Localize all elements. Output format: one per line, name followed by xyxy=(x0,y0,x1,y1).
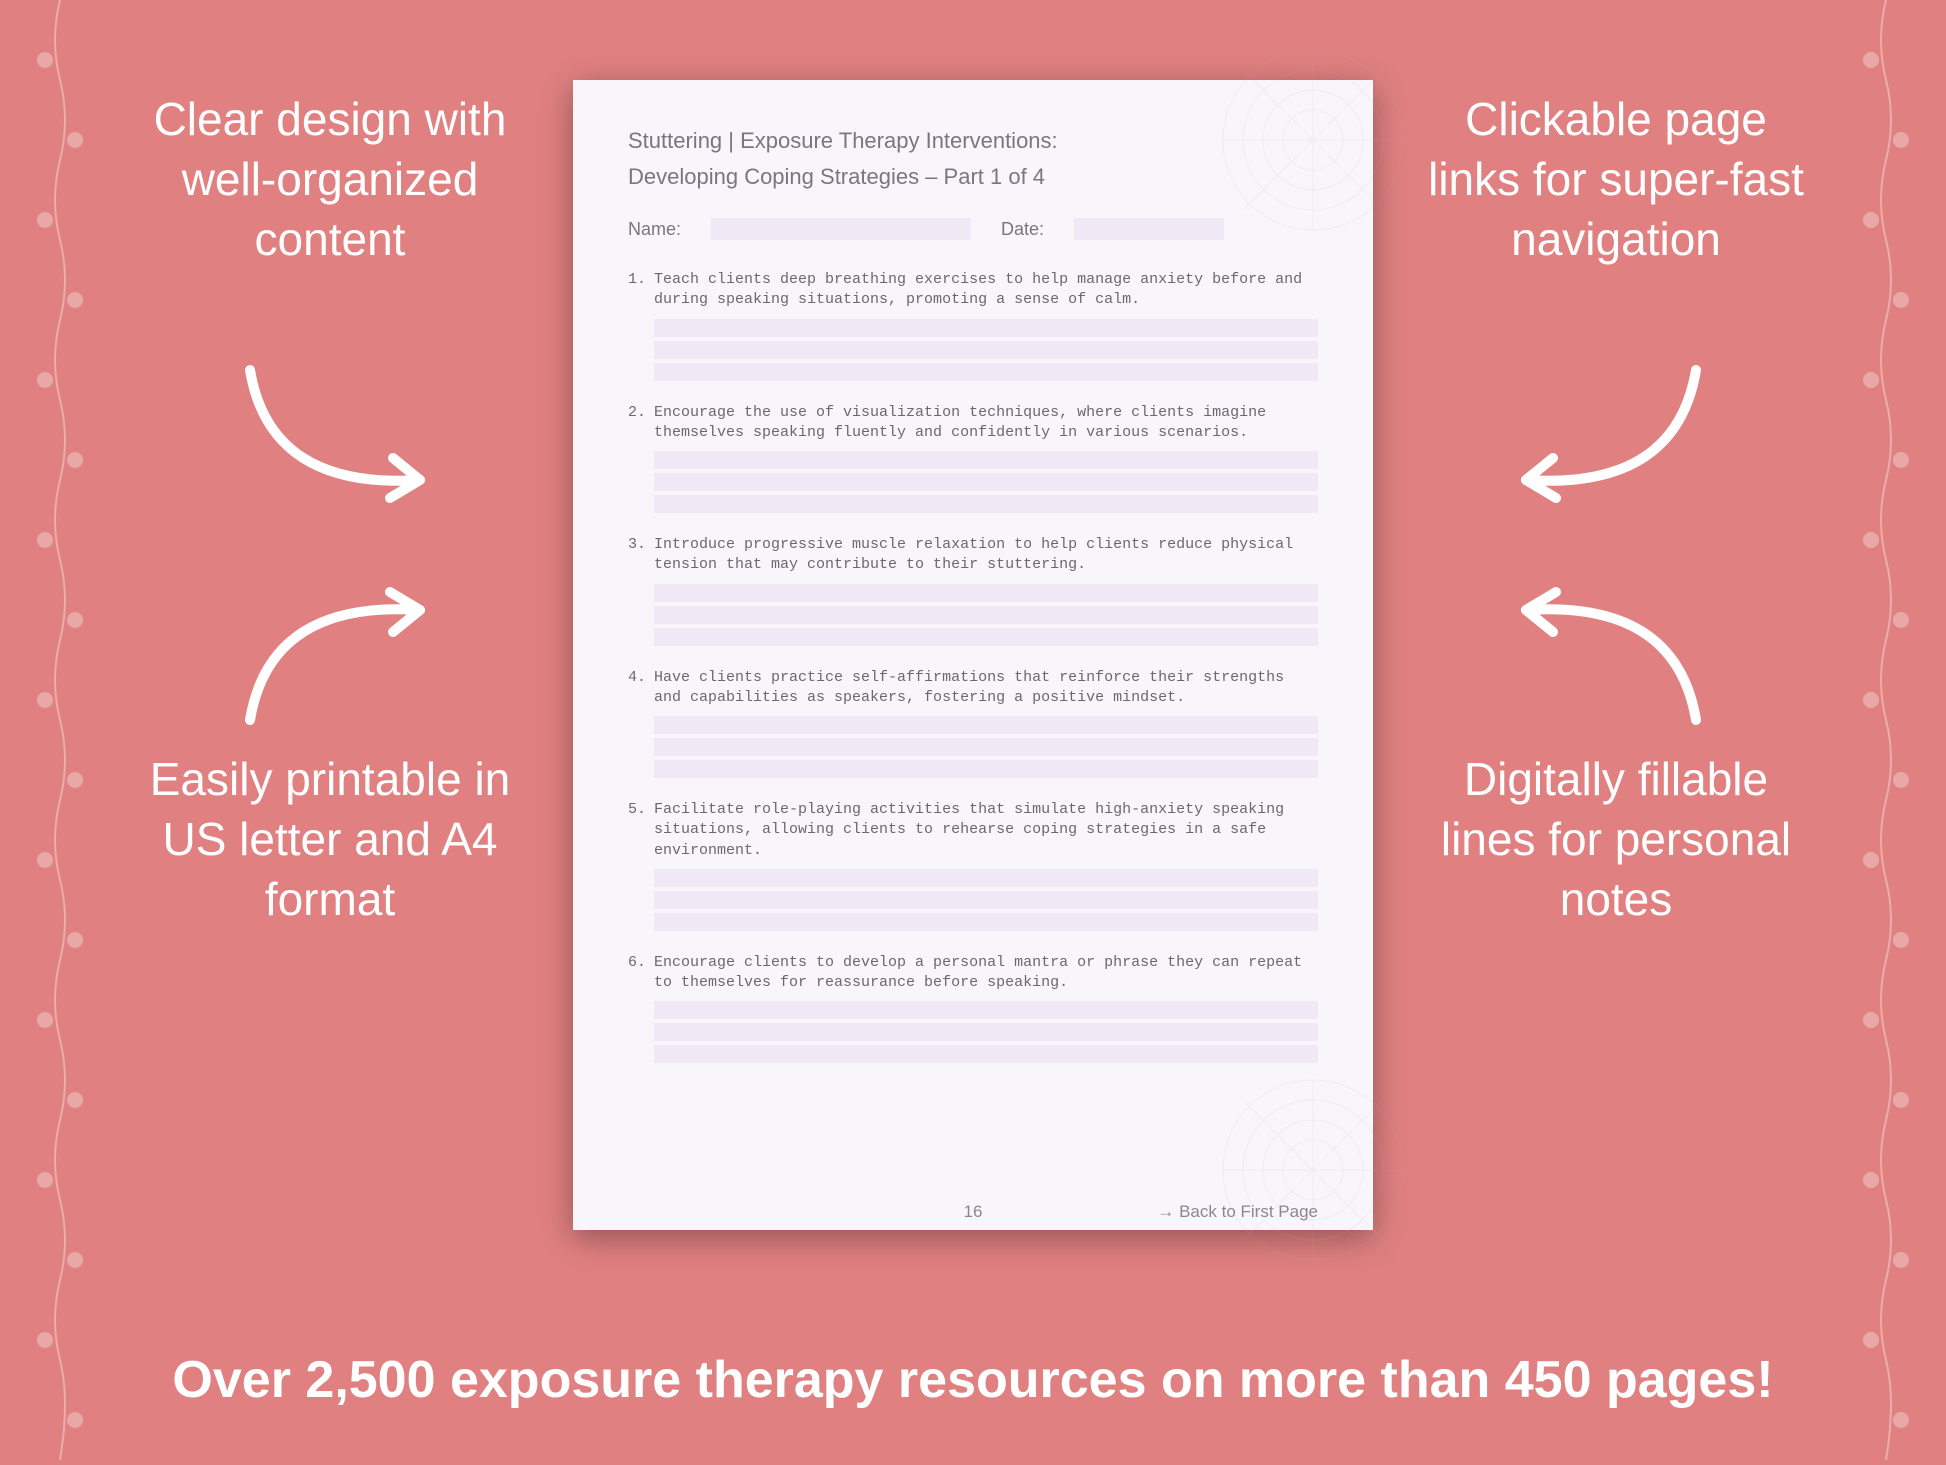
fillable-line[interactable] xyxy=(654,451,1318,469)
item-text: Facilitate role-playing activities that … xyxy=(654,800,1318,861)
fillable-line[interactable] xyxy=(654,584,1318,602)
worksheet-item: 2.Encourage the use of visualization tec… xyxy=(628,403,1318,514)
date-label: Date: xyxy=(1001,219,1044,240)
worksheet-item: 4.Have clients practice self-affirmation… xyxy=(628,668,1318,779)
worksheet-item: 6.Encourage clients to develop a persona… xyxy=(628,953,1318,1064)
fillable-line[interactable] xyxy=(654,716,1318,734)
item-number: 6. xyxy=(628,953,646,994)
fillable-line[interactable] xyxy=(654,473,1318,491)
item-number: 5. xyxy=(628,800,646,861)
name-label: Name: xyxy=(628,219,681,240)
worksheet-item: 5.Facilitate role-playing activities tha… xyxy=(628,800,1318,931)
fillable-line[interactable] xyxy=(654,760,1318,778)
item-text: Encourage clients to develop a personal … xyxy=(654,953,1318,994)
item-text: Teach clients deep breathing exercises t… xyxy=(654,270,1318,311)
doc-title-line1: Stuttering | Exposure Therapy Interventi… xyxy=(628,128,1318,154)
fillable-line[interactable] xyxy=(654,1023,1318,1041)
worksheet-item: 3.Introduce progressive muscle relaxatio… xyxy=(628,535,1318,646)
arrow-top-left xyxy=(210,350,470,535)
item-number: 4. xyxy=(628,668,646,709)
fillable-line[interactable] xyxy=(654,1001,1318,1019)
callout-top-right: Clickable page links for super-fast navi… xyxy=(1416,90,1816,269)
worksheet-item: 1.Teach clients deep breathing exercises… xyxy=(628,270,1318,381)
fillable-line[interactable] xyxy=(654,913,1318,931)
back-to-first-link[interactable]: → Back to First Page xyxy=(1157,1202,1318,1222)
callout-bottom-right: Digitally fillable lines for personal no… xyxy=(1416,750,1816,929)
fillable-line[interactable] xyxy=(654,606,1318,624)
item-number: 3. xyxy=(628,535,646,576)
arrow-bottom-right xyxy=(1476,560,1736,745)
doc-title-line2: Developing Coping Strategies – Part 1 of… xyxy=(628,164,1318,190)
item-text: Have clients practice self-affirmations … xyxy=(654,668,1318,709)
arrow-top-right xyxy=(1476,350,1736,535)
item-text: Encourage the use of visualization techn… xyxy=(654,403,1318,444)
name-field[interactable] xyxy=(711,218,971,240)
document-page: Stuttering | Exposure Therapy Interventi… xyxy=(573,80,1373,1230)
floral-border-left xyxy=(20,0,100,1460)
fillable-line[interactable] xyxy=(654,869,1318,887)
callout-bottom-left: Easily printable in US letter and A4 for… xyxy=(130,750,530,929)
floral-border-right xyxy=(1846,0,1926,1460)
fillable-line[interactable] xyxy=(654,319,1318,337)
fillable-line[interactable] xyxy=(654,738,1318,756)
item-number: 1. xyxy=(628,270,646,311)
fillable-line[interactable] xyxy=(654,495,1318,513)
page-number: 16 xyxy=(964,1202,983,1222)
fillable-line[interactable] xyxy=(654,1045,1318,1063)
fillable-line[interactable] xyxy=(654,341,1318,359)
fillable-line[interactable] xyxy=(654,363,1318,381)
fillable-line[interactable] xyxy=(654,628,1318,646)
arrow-bottom-left xyxy=(210,560,470,745)
fillable-line[interactable] xyxy=(654,891,1318,909)
bottom-banner: Over 2,500 exposure therapy resources on… xyxy=(0,1350,1946,1410)
item-number: 2. xyxy=(628,403,646,444)
date-field[interactable] xyxy=(1074,218,1224,240)
item-text: Introduce progressive muscle relaxation … xyxy=(654,535,1318,576)
callout-top-left: Clear design with well-organized content xyxy=(130,90,530,269)
